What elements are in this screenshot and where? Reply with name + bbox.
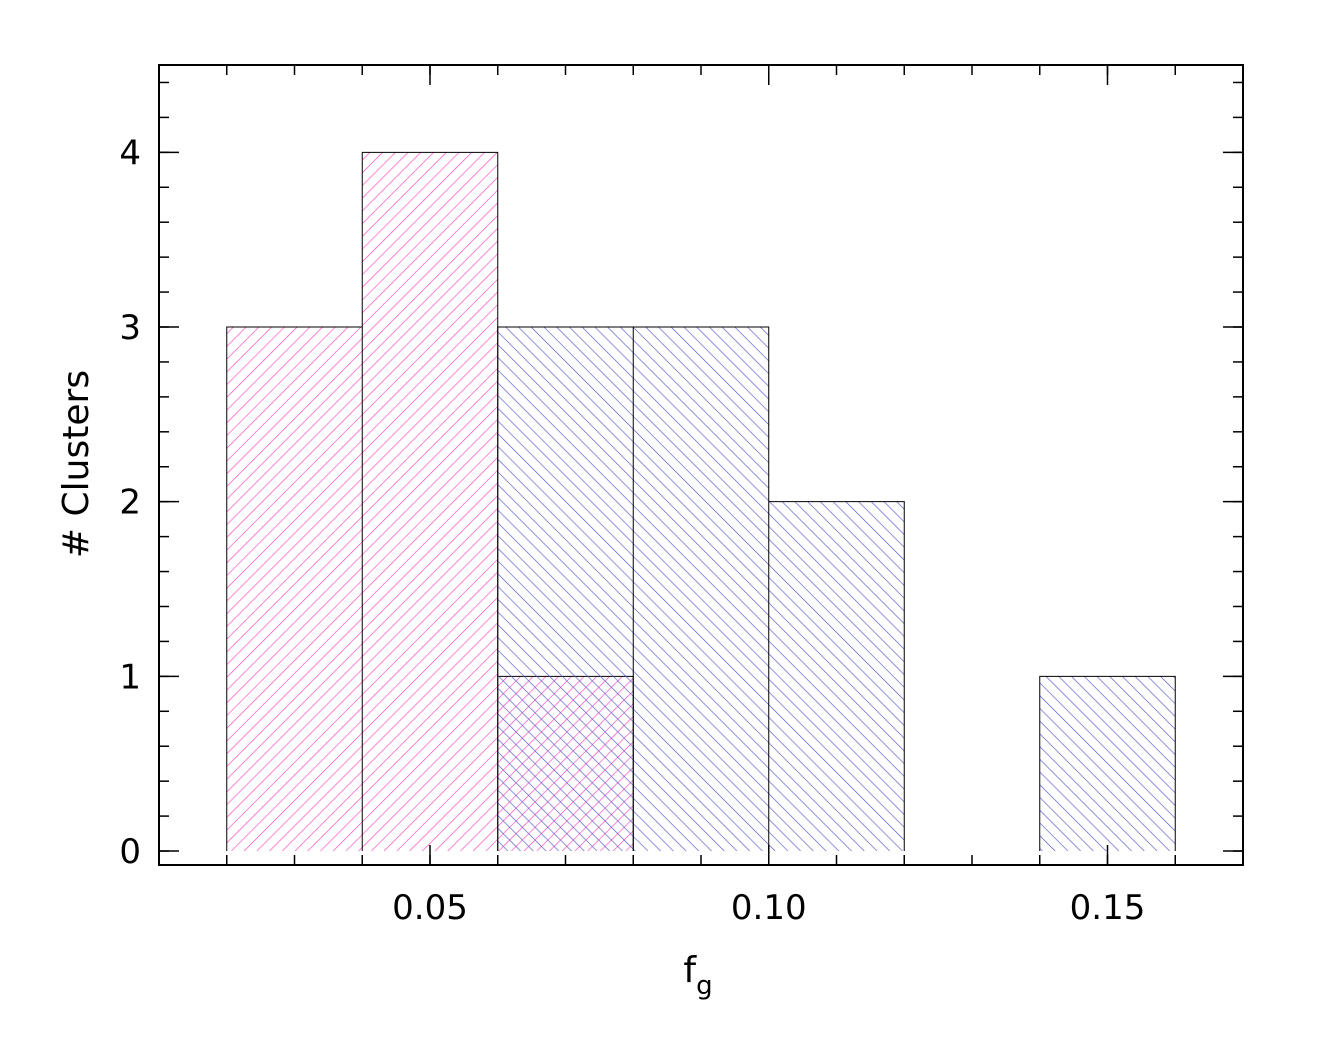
plot-frame (158, 64, 1244, 866)
histogram-bar-series-2-bin-7 (1039, 676, 1176, 852)
y-axis-label: # Clusters (56, 370, 97, 558)
x-tick-label: 0.05 (392, 888, 468, 928)
y-tick-label: 4 (119, 133, 141, 173)
histogram-outline-series-2 (497, 326, 1176, 852)
labels-layer: fg # Clusters (56, 370, 713, 1001)
y-tick-label: 2 (119, 483, 141, 523)
histogram-bar-series-2-bin-3 (497, 327, 634, 852)
histogram-bar-series-2-bin-4 (633, 327, 769, 852)
y-tick-label: 1 (119, 657, 141, 697)
x-tick-label: 0.15 (1070, 888, 1146, 928)
histogram-bar-series-1-bin-1 (226, 327, 363, 852)
y-tick-label: 0 (119, 832, 141, 872)
histogram-bar-series-1-bin-2 (362, 152, 498, 852)
x-axis-label-subscript: g (696, 971, 713, 1001)
histogram-bar-series-2-bin-5 (768, 501, 905, 852)
y-tick-label: 3 (119, 308, 141, 348)
ticks-layer: 0.05 0.10 0.15 0 1 2 3 4 (119, 65, 1243, 928)
x-tick-label: 0.10 (731, 888, 807, 928)
bars-layer (226, 151, 1176, 852)
x-axis-label-main: f (683, 950, 697, 991)
x-axis-label: fg (683, 950, 712, 1001)
